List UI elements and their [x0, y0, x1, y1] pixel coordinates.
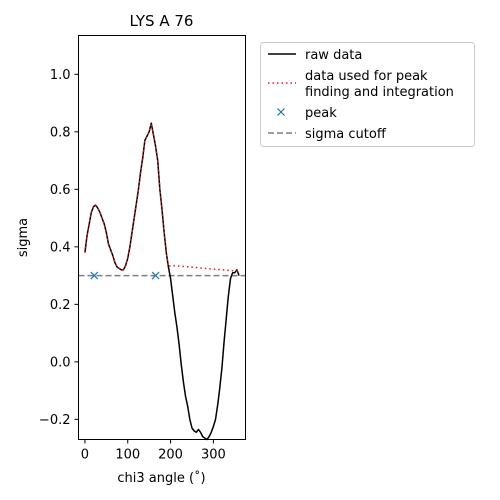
legend-peak-data-line-2: finding and integration	[305, 85, 454, 100]
legend-raw-data-label: raw data	[305, 48, 362, 63]
y-axis-label: sigma	[16, 218, 31, 257]
x-tick-label: 200	[158, 448, 183, 463]
raw-data-line	[84, 122, 240, 441]
plot-area	[78, 122, 246, 441]
y-tick-label: 0.2	[50, 298, 71, 313]
legend-peak-data-line-1: data used for peak	[305, 69, 428, 84]
y-axis: −0.2 0.0 0.2 0.4 0.6 0.8 1.0	[39, 68, 79, 428]
legend-peak-swatch	[277, 108, 285, 116]
legend: raw data data used for peak finding and …	[260, 42, 475, 147]
x-axis: 0 100 200 300	[81, 439, 226, 463]
peak-marker	[151, 271, 160, 280]
peak-marker-stroke	[90, 271, 99, 280]
y-tick-label: 0.4	[50, 240, 71, 255]
x-axis-label: chi3 angle (˚)	[117, 470, 205, 486]
legend-sigma-cutoff-label: sigma cutoff	[305, 127, 387, 142]
legend-peak-data-label: data used for peak finding and integrati…	[305, 69, 454, 100]
y-tick-label: 0.0	[50, 355, 71, 370]
chart-title: LYS A 76	[130, 12, 194, 30]
x-tick-label: 100	[115, 448, 140, 463]
y-tick-label: 0.8	[50, 125, 71, 140]
y-tick-label: 1.0	[50, 68, 71, 83]
legend-box	[260, 42, 475, 147]
peak-data-line	[84, 123, 240, 273]
x-tick-label: 300	[201, 448, 226, 463]
peak-marker-stroke	[151, 271, 160, 280]
legend-peak-label: peak	[305, 106, 337, 121]
y-tick-label: −0.2	[39, 413, 71, 428]
peak-marker	[90, 271, 99, 280]
plot-frame	[78, 35, 246, 440]
y-tick-label: 0.6	[50, 183, 71, 198]
x-tick-label: 0	[81, 448, 89, 463]
